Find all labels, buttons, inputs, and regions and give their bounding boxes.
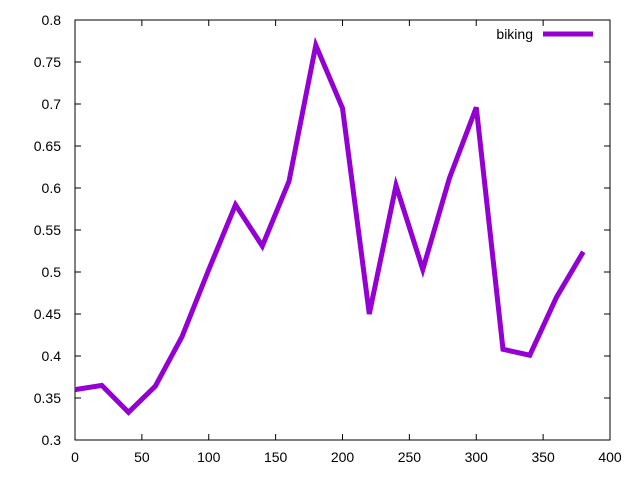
y-tick-label: 0.55 (34, 222, 61, 238)
x-tick-label: 300 (465, 449, 489, 465)
y-tick-label: 0.4 (42, 348, 62, 364)
y-tick-label: 0.45 (34, 306, 61, 322)
x-tick-label: 400 (598, 449, 622, 465)
y-tick-label: 0.3 (42, 432, 62, 448)
x-tick-label: 350 (531, 449, 555, 465)
y-tick-label: 0.35 (34, 390, 61, 406)
x-tick-label: 250 (398, 449, 422, 465)
legend: biking (496, 26, 593, 42)
axis-tick-labels: 0 50 100 150 200 250 300 350 400 0.3 0.35 0.4 0.45 0.… (34, 12, 622, 465)
y-tick-label: 0.5 (42, 264, 62, 280)
axis-ticks (74, 19, 611, 441)
y-tick-label: 0.6 (42, 180, 62, 196)
y-tick-label: 0.65 (34, 138, 61, 154)
plot-frame (74, 19, 611, 441)
y-tick-label: 0.7 (42, 96, 62, 112)
x-tick-label: 50 (134, 449, 150, 465)
x-tick-label: 100 (197, 449, 221, 465)
y-tick-label: 0.75 (34, 54, 61, 70)
y-tick-label: 0.8 (42, 12, 62, 28)
legend-label-biking: biking (496, 26, 533, 42)
series-layer (74, 36, 586, 416)
x-tick-label: 200 (331, 449, 355, 465)
x-tick-label: 0 (71, 449, 79, 465)
x-tick-label: 150 (264, 449, 288, 465)
series-line-biking (74, 36, 586, 416)
